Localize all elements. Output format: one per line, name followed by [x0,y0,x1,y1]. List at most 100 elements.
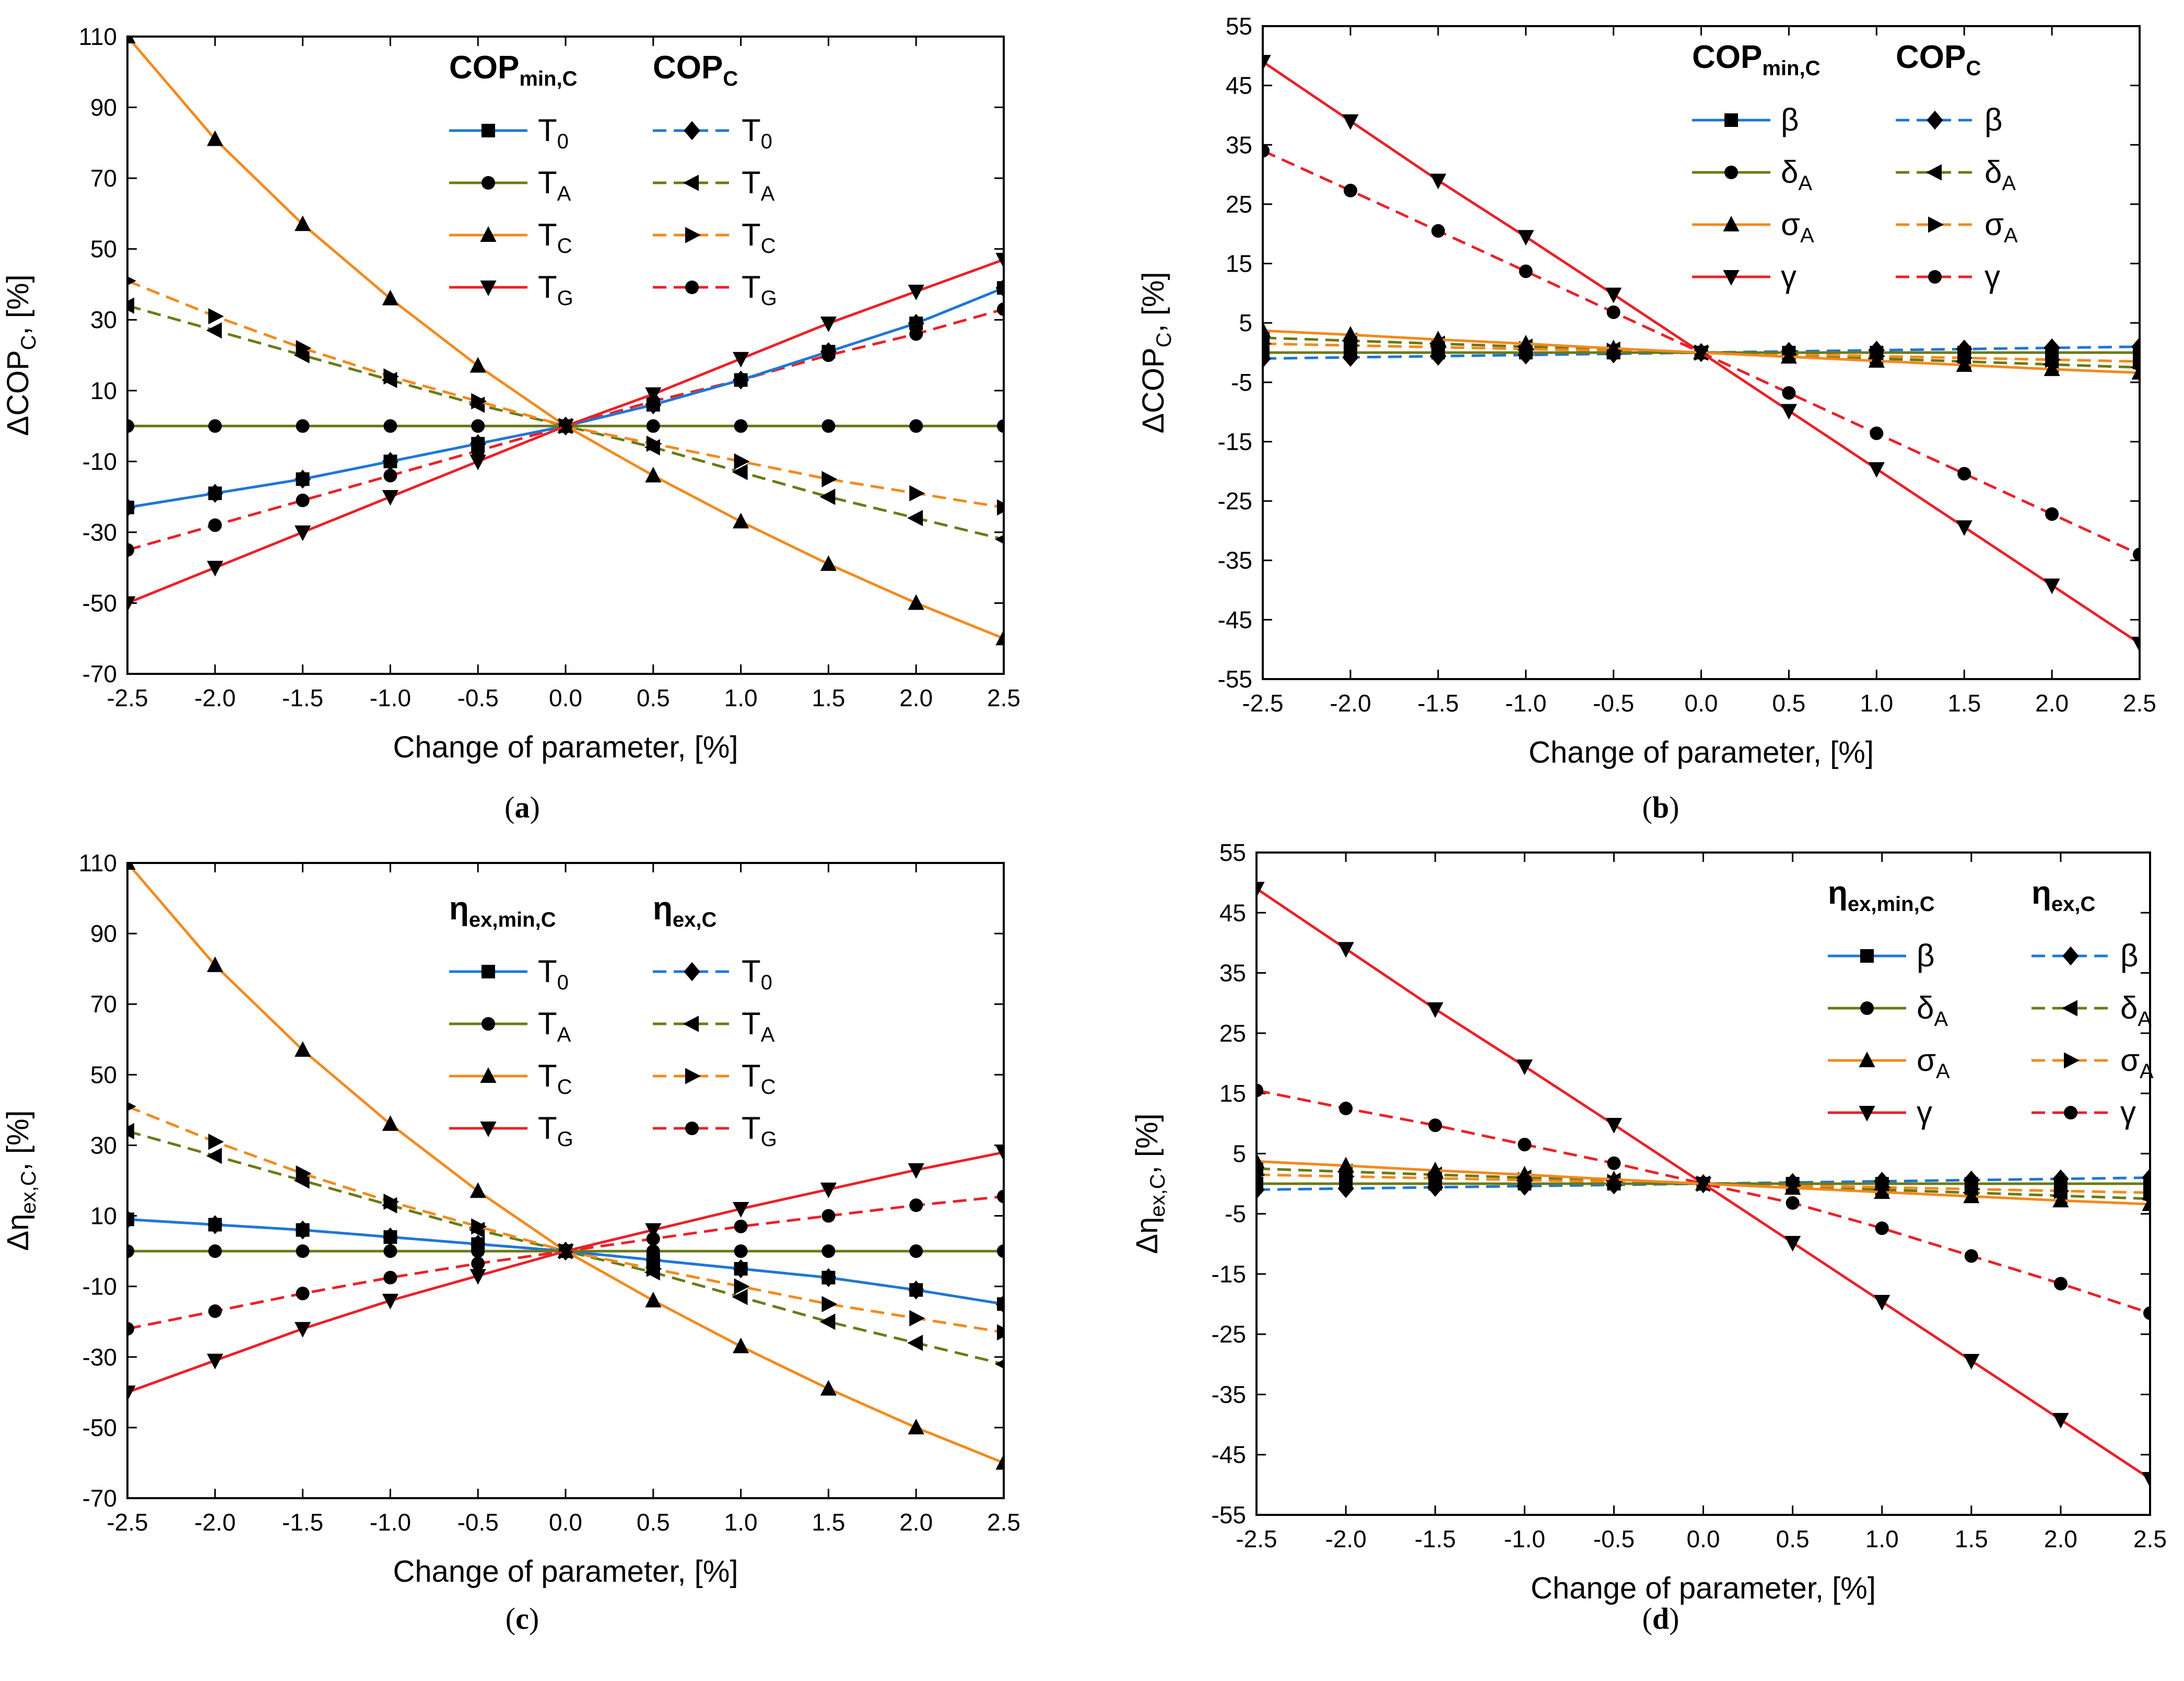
data-point-min-TC [295,215,311,231]
legend-entry-label: β [1781,102,1799,137]
data-point-c-TA [206,1148,222,1164]
data-point-min-T0 [821,345,836,359]
data-point-min-γ [2044,578,2060,594]
data-point-min-δA [1964,1177,1978,1190]
data-point-min-TC [127,863,136,870]
y-tick-label: 50 [90,236,117,263]
data-point-min-σA [1263,322,1271,337]
y-tick-label: -50 [83,1414,117,1441]
y-tick-label: -15 [1212,1260,1246,1288]
data-point-min-TA [646,1244,660,1258]
legend-title-dashed: ηex,C [653,891,717,931]
data-point-min-T0 [909,317,923,330]
y-tick-label: -15 [1218,428,1252,455]
y-tick-label: -30 [83,1344,117,1371]
data-point-min-σA [1956,356,1972,372]
data-point-c-γ [2053,1277,2068,1291]
legend-entry-label: δA [1917,990,1948,1031]
y-tick-label: 50 [90,1061,117,1088]
y-tick-label: 15 [1226,250,1252,277]
legend-entry-label: TG [538,1111,573,1151]
series-layer [127,37,1004,646]
data-point-min-T0 [383,1230,397,1244]
y-tick-label: -10 [83,1273,117,1300]
series-line-c-TA [127,1130,1004,1365]
legend-marker [1928,270,1942,284]
data-point-min-TA [127,419,134,433]
data-point-min-δA [1339,1177,1353,1190]
data-point-c-TA [127,1123,134,1140]
data-point-min-σA [2052,1192,2069,1208]
series-layer [1263,55,2140,652]
data-point-c-TC [909,485,925,501]
legend-marker [1723,216,1740,231]
legend-entry-label: TC [538,217,572,258]
data-point-min-TC [207,130,224,146]
legend-marker [482,176,495,190]
legend-entry-label: TA [538,1006,571,1046]
y-axis-title: ΔCOPC, [%] [1,274,40,436]
data-point-c-γ [1263,144,1270,158]
y-tick-label: 70 [90,165,117,192]
panel-label: (a) [504,790,540,824]
legend-marker [685,281,699,294]
data-point-min-TG [295,525,311,541]
data-point-min-TA [383,419,397,433]
data-point-min-γ [1516,1059,1533,1076]
data-point-min-γ [1695,1177,1712,1193]
y-tick-label: -5 [1225,1200,1246,1228]
legend-entry-label: σA [1917,1043,1950,1083]
data-point-min-TG [733,352,749,368]
data-point-min-TA [997,1244,1004,1258]
data-point-min-TC [127,37,136,43]
data-point-min-TC [908,594,924,610]
data-point-c-γ [1782,386,1796,400]
y-tick-label: -5 [1231,369,1252,396]
x-tick-label: -1.0 [1505,690,1546,717]
data-point-min-TC [733,1337,749,1353]
x-tick-label: 1.5 [812,684,845,711]
series-line-min-TG [127,1151,1004,1394]
x-tick-label: 2.5 [987,684,1020,711]
x-tick-label: -2.0 [1330,690,1371,717]
legend-marker [1859,1106,1875,1122]
data-point-c-TA [732,1289,748,1305]
data-point-min-TG [382,490,398,506]
data-point-min-T0 [208,1218,222,1232]
panel-c: -2.5 -2.0 -1.5 -1.0 -0.5 0.0 0.5 1.0 1.5 2.0 2.5 -7… [1,849,1020,1636]
legend-marker [685,1068,701,1084]
data-point-min-TG [127,596,136,612]
data-point-min-σA [1518,335,1534,351]
legend-entry-label: TA [742,165,775,205]
y-tick-label: 25 [1226,191,1252,218]
series-line-c-γ [1257,1089,2150,1315]
x-tick-label: 1.5 [1947,690,1981,717]
data-point-c-TC [296,1165,312,1182]
data-point-c-TC [734,1278,750,1295]
data-point-min-γ [1693,346,1710,361]
y-tick-label: -70 [83,1485,117,1512]
data-point-min-TC [645,1291,662,1308]
data-point-c-γ [1786,1196,1800,1210]
legend-entry-label: γ [1985,259,2000,294]
y-tick-label: -10 [83,448,117,475]
data-point-min-γ [1605,287,1622,303]
x-tick-label: 0.5 [637,1509,670,1536]
data-point-min-σA [1427,1161,1443,1177]
series-line-c-TG [127,308,1004,552]
data-point-c-TC [208,308,224,325]
y-tick-label: 45 [1219,899,1246,926]
data-point-min-TG [127,1385,136,1402]
legend-title-dashed: COPC [1896,39,1981,80]
data-point-min-TA [296,419,310,433]
y-tick-label: 90 [90,920,117,947]
x-tick-label: -2.5 [107,684,148,711]
data-point-c-TC [471,393,487,410]
data-point-c-γ [2133,547,2140,562]
legend-title-solid: ηex,min,C [1828,875,1935,916]
y-tick-label: -30 [83,519,117,546]
data-point-min-σA [1337,1157,1354,1173]
data-point-min-δA [1431,346,1445,359]
data-point-c-γ [2143,1306,2150,1320]
legend-marker [684,962,700,982]
